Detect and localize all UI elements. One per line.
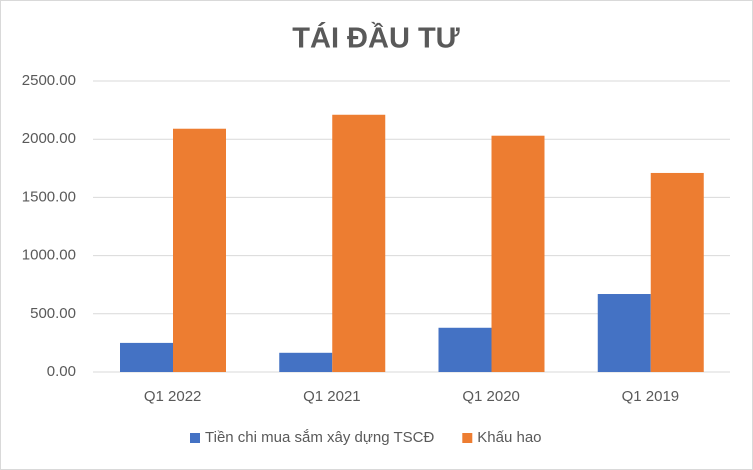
bar (332, 114, 386, 373)
y-tick-label: 1000.00 (22, 247, 76, 264)
chart-title: TÁI ĐẦU TƯ (292, 21, 460, 55)
y-tick-label: 1500.00 (22, 188, 76, 205)
y-tick-label: 500.00 (30, 305, 76, 322)
legend-swatch (190, 433, 200, 443)
y-tick-label: 2000.00 (22, 130, 76, 147)
bar (438, 327, 492, 372)
x-tick-label: Q1 2022 (144, 388, 202, 405)
x-tick-label: Q1 2019 (622, 388, 680, 405)
legend-label: Tiền chi mua sắm xây dựng TSCĐ (205, 429, 434, 446)
y-tick-label: 2500.00 (22, 72, 76, 89)
bar (597, 294, 651, 372)
bar (279, 352, 333, 372)
bar (173, 128, 226, 372)
bar (120, 342, 173, 372)
legend-swatch (462, 433, 473, 443)
x-tick-label: Q1 2020 (462, 388, 520, 405)
bar (650, 172, 704, 372)
bar (491, 135, 545, 372)
y-tick-label: 0.00 (47, 363, 76, 380)
legend-label: Khấu hao (477, 429, 541, 446)
x-tick-label: Q1 2021 (303, 388, 361, 405)
